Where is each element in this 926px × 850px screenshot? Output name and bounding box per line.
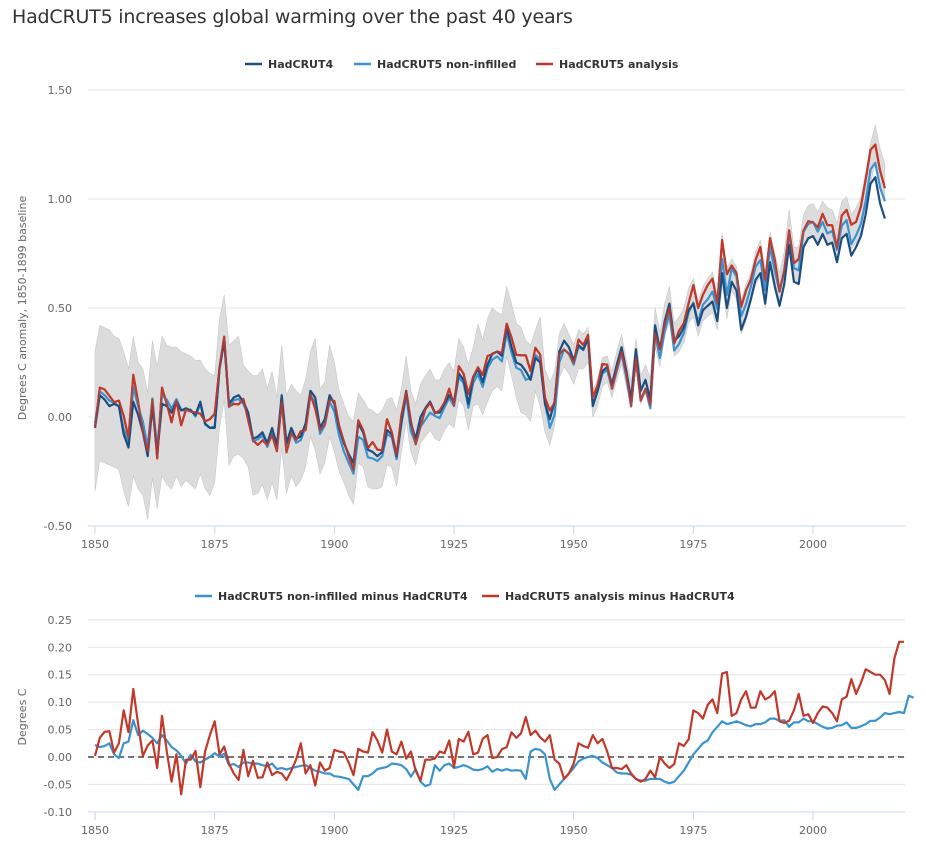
top-y-axis-label: Degrees C anomaly, 1850-1899 baseline — [16, 196, 29, 421]
top-x-tick-label: 1900 — [320, 538, 348, 551]
top-x-tick-label: 1950 — [560, 538, 588, 551]
bottom-gridlines — [88, 619, 905, 813]
legend-label-hadcrut4: HadCRUT4 — [268, 58, 333, 71]
bottom-y-ticks: -0.10 -0.05 0.00 0.05 0.10 0.15 0.20 0.25 — [44, 614, 72, 819]
bottom-y-tick-label: -0.05 — [44, 778, 72, 791]
top-y-tick-label: 1.00 — [48, 193, 73, 206]
bottom-y-tick-label: 0.25 — [48, 614, 73, 627]
series-non-infilled-minus-hadcrut4 — [94, 694, 915, 792]
top-x-tick-label: 1875 — [201, 538, 229, 551]
top-x-tick-label: 2000 — [799, 538, 827, 551]
legend-item-non-infilled-minus[interactable]: HadCRUT5 non-infilled minus HadCRUT4 — [195, 590, 468, 603]
bottom-y-tick-label: 0.10 — [48, 696, 73, 709]
bottom-x-tick-label: 1875 — [201, 824, 229, 837]
bottom-y-tick-label: 0.20 — [48, 641, 73, 654]
legend-label-non-infilled-minus: HadCRUT5 non-infilled minus HadCRUT4 — [218, 590, 468, 603]
bottom-x-tick-label: 2000 — [799, 824, 827, 837]
top-gridlines — [88, 89, 905, 527]
bottom-y-tick-label: 0.05 — [48, 724, 73, 737]
series-hadcrut5-analysis-overlay — [94, 143, 886, 471]
top-x-tick-label: 1975 — [679, 538, 707, 551]
bottom-chart: HadCRUT5 non-infilled minus HadCRUT4 Had… — [16, 590, 915, 837]
bottom-y-tick-label: 0.00 — [48, 751, 73, 764]
uncertainty-band — [94, 124, 886, 520]
bottom-y-tick-label: 0.15 — [48, 669, 73, 682]
legend-label-hadcrut5-non-infilled: HadCRUT5 non-infilled — [377, 58, 516, 71]
top-legend: HadCRUT4 HadCRUT5 non-infilled HadCRUT5 … — [245, 58, 679, 71]
top-chart: HadCRUT4 HadCRUT5 non-infilled HadCRUT5 … — [16, 58, 905, 551]
legend-item-hadcrut5-non-infilled[interactable]: HadCRUT5 non-infilled — [354, 58, 516, 71]
top-y-ticks: -0.50 0.00 0.50 1.00 1.50 — [44, 84, 72, 533]
legend-item-hadcrut5-analysis[interactable]: HadCRUT5 analysis — [536, 58, 679, 71]
bottom-y-axis-label: Degrees C — [16, 688, 29, 745]
top-y-tick-label: 0.50 — [48, 302, 73, 315]
page-title: HadCRUT5 increases global warming over t… — [12, 6, 573, 28]
legend-item-analysis-minus[interactable]: HadCRUT5 analysis minus HadCRUT4 — [482, 590, 735, 603]
legend-label-hadcrut5-analysis: HadCRUT5 analysis — [559, 58, 679, 71]
bottom-x-tick-label: 1975 — [679, 824, 707, 837]
bottom-x-ticks: 1850 1875 1900 1925 1950 1975 2000 — [81, 812, 827, 837]
bottom-legend: HadCRUT5 non-infilled minus HadCRUT4 Had… — [195, 590, 735, 603]
legend-label-analysis-minus: HadCRUT5 analysis minus HadCRUT4 — [505, 590, 735, 603]
top-x-ticks: 1850 1875 1900 1925 1950 1975 2000 — [81, 526, 827, 551]
top-y-tick-label: 0.00 — [48, 411, 73, 424]
bottom-x-tick-label: 1900 — [320, 824, 348, 837]
series-analysis-minus-hadcrut4 — [93, 640, 904, 796]
bottom-x-tick-label: 1925 — [440, 824, 468, 837]
top-x-tick-label: 1925 — [440, 538, 468, 551]
top-y-tick-label: 1.50 — [48, 84, 73, 97]
bottom-y-tick-label: -0.10 — [44, 806, 72, 819]
bottom-x-tick-label: 1950 — [560, 824, 588, 837]
top-x-tick-label: 1850 — [81, 538, 109, 551]
top-y-tick-label: -0.50 — [44, 520, 72, 533]
legend-item-hadcrut4[interactable]: HadCRUT4 — [245, 58, 333, 71]
bottom-x-tick-label: 1850 — [81, 824, 109, 837]
